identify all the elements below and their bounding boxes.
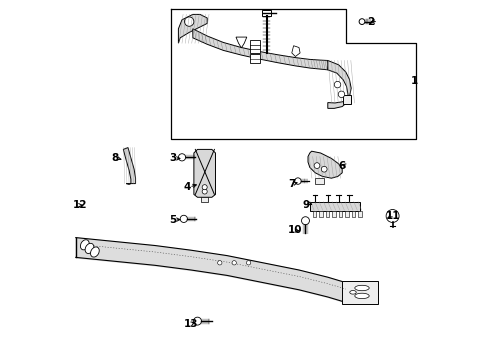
Text: 8: 8 <box>112 153 119 163</box>
Polygon shape <box>201 197 208 202</box>
Polygon shape <box>193 29 328 70</box>
Polygon shape <box>315 178 324 184</box>
Text: 11: 11 <box>386 211 400 221</box>
Ellipse shape <box>80 240 89 250</box>
Circle shape <box>180 215 187 222</box>
Polygon shape <box>326 211 329 217</box>
Polygon shape <box>345 211 349 217</box>
Bar <box>342 281 378 304</box>
Text: 5: 5 <box>170 215 177 225</box>
Ellipse shape <box>355 293 369 299</box>
Circle shape <box>218 261 222 265</box>
Text: 2: 2 <box>368 17 375 27</box>
Polygon shape <box>319 211 323 217</box>
Polygon shape <box>194 149 216 197</box>
Ellipse shape <box>355 285 369 291</box>
Circle shape <box>202 185 207 190</box>
Polygon shape <box>292 46 300 57</box>
Polygon shape <box>358 211 362 217</box>
Polygon shape <box>328 60 351 108</box>
Text: 9: 9 <box>303 200 310 210</box>
Circle shape <box>321 166 327 172</box>
Circle shape <box>359 19 365 24</box>
Bar <box>262 10 271 16</box>
Circle shape <box>314 163 320 168</box>
Polygon shape <box>351 211 355 217</box>
Circle shape <box>178 154 186 161</box>
Text: 13: 13 <box>184 319 198 329</box>
Circle shape <box>202 189 207 194</box>
Bar <box>250 40 260 53</box>
Text: 3: 3 <box>170 153 177 163</box>
Polygon shape <box>178 14 207 43</box>
Circle shape <box>334 81 341 88</box>
Bar <box>343 95 351 104</box>
Text: 12: 12 <box>73 200 87 210</box>
Circle shape <box>301 217 310 225</box>
Polygon shape <box>310 202 360 211</box>
Polygon shape <box>236 37 247 48</box>
Circle shape <box>194 317 201 325</box>
Polygon shape <box>339 211 342 217</box>
Ellipse shape <box>350 291 356 294</box>
Circle shape <box>294 178 301 184</box>
Ellipse shape <box>91 247 99 257</box>
Text: 4: 4 <box>184 182 191 192</box>
Circle shape <box>386 210 399 222</box>
Text: 10: 10 <box>288 225 303 235</box>
Polygon shape <box>308 151 342 178</box>
Text: 1: 1 <box>411 76 418 86</box>
Polygon shape <box>123 148 136 184</box>
Circle shape <box>232 261 236 265</box>
Circle shape <box>338 91 345 98</box>
Ellipse shape <box>85 243 94 253</box>
Text: 7: 7 <box>288 179 295 189</box>
Text: 6: 6 <box>339 161 346 171</box>
Circle shape <box>185 17 194 26</box>
Circle shape <box>246 261 251 265</box>
Polygon shape <box>313 211 316 217</box>
Polygon shape <box>332 211 336 217</box>
Bar <box>250 54 260 63</box>
